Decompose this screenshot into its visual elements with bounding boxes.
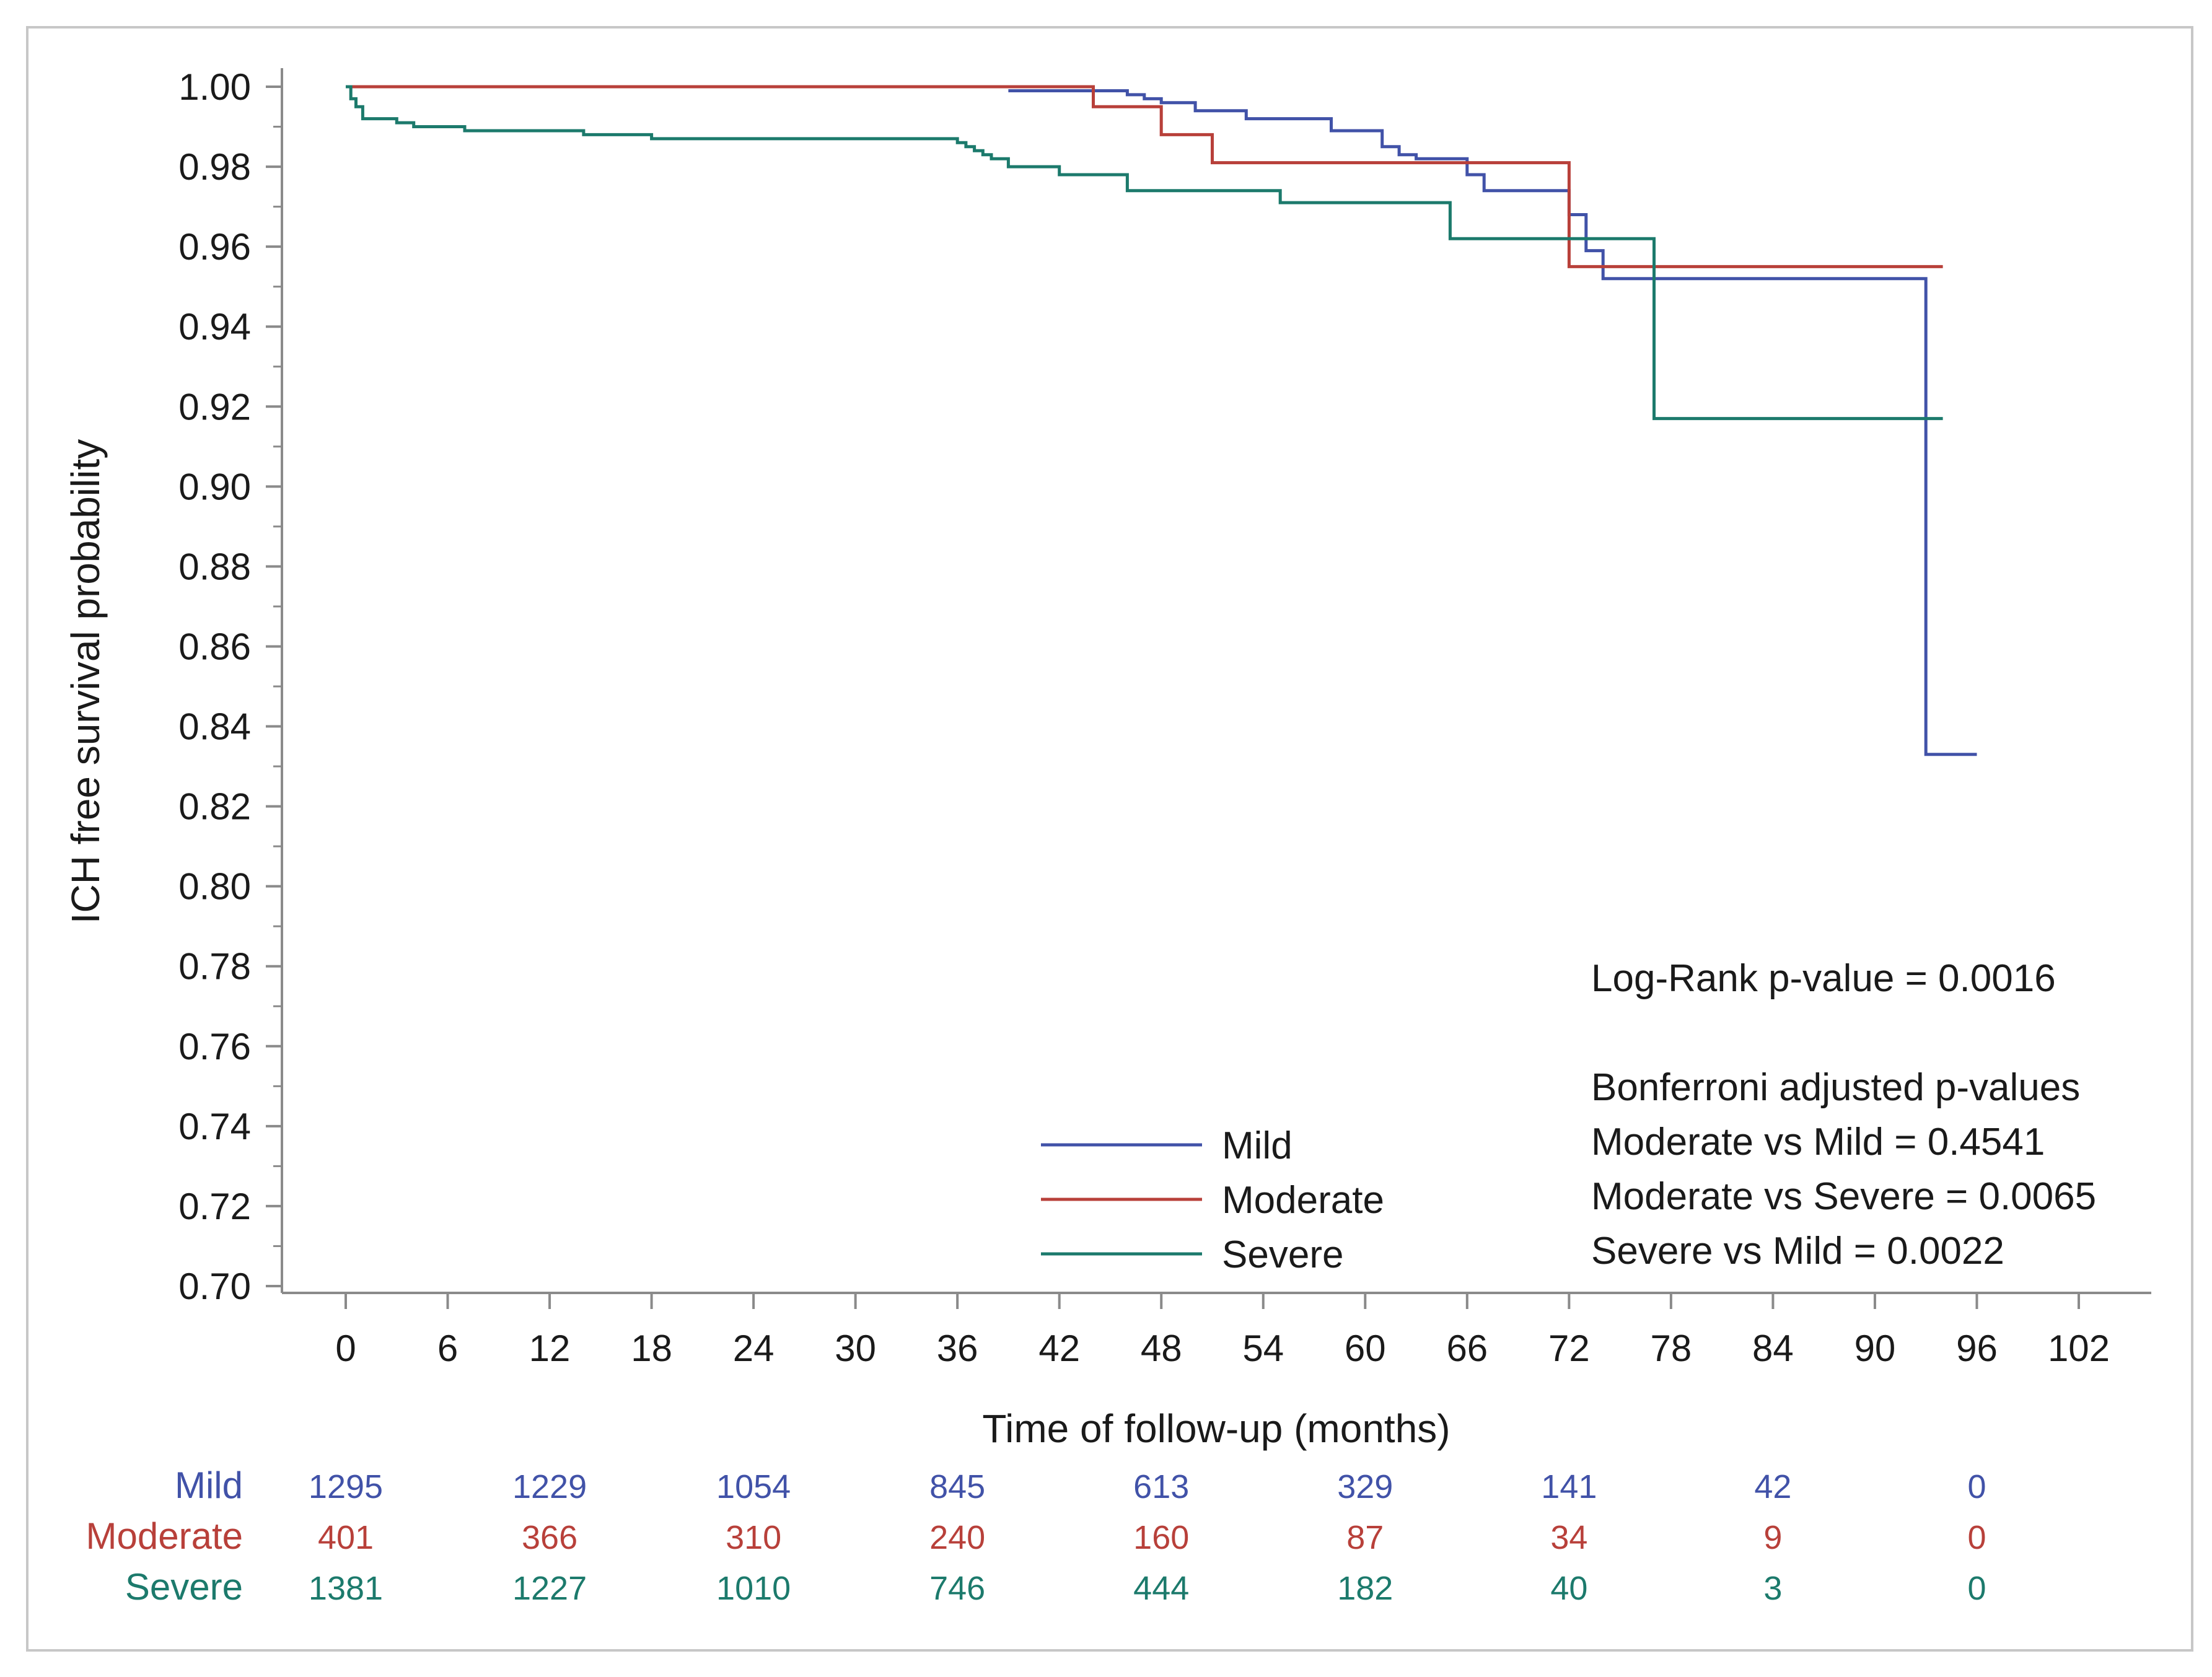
- x-tick-label: 60: [1345, 1328, 1386, 1369]
- x-tick-label: 36: [937, 1328, 978, 1369]
- x-tick-label: 42: [1038, 1328, 1080, 1369]
- x-tick-label: 72: [1548, 1328, 1590, 1369]
- x-tick-label: 6: [437, 1328, 458, 1369]
- x-tick-label: 84: [1752, 1328, 1794, 1369]
- at-risk-value: 1381: [309, 1570, 383, 1607]
- figure-frame: [26, 26, 2193, 1652]
- x-tick-label: 18: [631, 1328, 672, 1369]
- axes: [281, 68, 2151, 1294]
- y-tick-label: 0.76: [178, 1026, 251, 1067]
- at-risk-value: 329: [1337, 1468, 1393, 1505]
- at-risk-row-label: Severe: [125, 1566, 243, 1608]
- y-tick-label: 1.00: [178, 66, 251, 108]
- at-risk-value: 1295: [309, 1468, 383, 1505]
- curve-severe: [346, 85, 1943, 421]
- comparison-moderate-vs-mild: Moderate vs Mild = 0.4541: [1591, 1121, 2045, 1163]
- x-tick-label: 102: [2048, 1328, 2110, 1369]
- x-tick-label: 66: [1446, 1328, 1488, 1369]
- y-tick-label: 0.90: [178, 466, 251, 507]
- y-tick-label: 0.72: [178, 1186, 251, 1227]
- comparison-severe-vs-mild: Severe vs Mild = 0.0022: [1591, 1230, 2004, 1272]
- x-ticks: 0 6 12 18 24 30 36 42 48 54 60 66 72 78 84 90 96 102: [335, 1293, 2110, 1369]
- x-tick-label: 24: [733, 1328, 775, 1369]
- x-axis-label: Time of follow-up (months): [982, 1406, 1450, 1451]
- y-tick-label: 0.84: [178, 706, 251, 748]
- x-tick-label: 96: [1956, 1328, 1998, 1369]
- x-tick-label: 0: [335, 1328, 356, 1369]
- x-tick-label: 12: [529, 1328, 571, 1369]
- y-tick-label: 0.82: [178, 786, 251, 828]
- at-risk-value: 87: [1346, 1519, 1384, 1556]
- y-tick-label: 0.74: [178, 1106, 251, 1147]
- y-tick-label: 0.88: [178, 546, 251, 587]
- at-risk-value: 240: [929, 1519, 985, 1556]
- legend-label-severe: Severe: [1222, 1233, 1343, 1276]
- y-tick-label: 0.80: [178, 866, 251, 908]
- y-tick-label: 0.92: [178, 386, 251, 427]
- at-risk-value: 845: [929, 1468, 985, 1505]
- annotations: Log-Rank p-value = 0.0016 Bonferroni adj…: [1591, 957, 2096, 1272]
- at-risk-value: 42: [1754, 1468, 1791, 1505]
- y-tick-label: 0.94: [178, 306, 251, 348]
- at-risk-value: 34: [1550, 1519, 1587, 1556]
- at-risk-value: 40: [1550, 1570, 1587, 1607]
- legend-label-mild: Mild: [1222, 1124, 1293, 1167]
- at-risk-value: 746: [929, 1570, 985, 1607]
- logrank-pvalue: Log-Rank p-value = 0.0016: [1591, 957, 2056, 1000]
- at-risk-value: 9: [1763, 1519, 1782, 1556]
- legend: Mild Moderate Severe: [1041, 1124, 1384, 1276]
- at-risk-value: 182: [1337, 1570, 1393, 1607]
- x-tick-label: 48: [1141, 1328, 1182, 1369]
- at-risk-value: 444: [1133, 1570, 1189, 1607]
- curve-mild: [1008, 89, 1977, 756]
- at-risk-value: 0: [1967, 1570, 1986, 1607]
- x-tick-label: 90: [1854, 1328, 1896, 1369]
- y-tick-label: 0.86: [178, 626, 251, 667]
- x-tick-label: 54: [1242, 1328, 1284, 1369]
- at-risk-value: 366: [522, 1519, 577, 1556]
- at-risk-row-label: Mild: [175, 1465, 243, 1506]
- y-tick-label: 0.98: [178, 146, 251, 188]
- y-tick-label: 0.96: [178, 226, 251, 268]
- legend-label-moderate: Moderate: [1222, 1179, 1384, 1222]
- y-tick-label: 0.70: [178, 1266, 251, 1307]
- at-risk-value: 0: [1967, 1468, 1986, 1505]
- at-risk-value: 3: [1763, 1570, 1782, 1607]
- at-risk-value: 613: [1133, 1468, 1189, 1505]
- at-risk-value: 0: [1967, 1519, 1986, 1556]
- survival-curves: [346, 85, 1977, 756]
- at-risk-value: 401: [318, 1519, 374, 1556]
- at-risk-value: 1229: [512, 1468, 587, 1505]
- at-risk-value: 1054: [716, 1468, 791, 1505]
- comparison-moderate-vs-severe: Moderate vs Severe = 0.0065: [1591, 1175, 2096, 1218]
- at-risk-value: 1010: [716, 1570, 791, 1607]
- x-tick-label: 30: [835, 1328, 876, 1369]
- at-risk-row-label: Moderate: [86, 1515, 243, 1557]
- at-risk-value: 310: [726, 1519, 781, 1556]
- y-tick-label: 0.78: [178, 946, 251, 987]
- curve-moderate: [346, 85, 1943, 268]
- y-ticks: 0.70 0.72 0.74 0.76 0.78 0.80 0.82 0.84 0.86 0.88…: [178, 66, 282, 1307]
- at-risk-value: 1227: [512, 1570, 587, 1607]
- at-risk-value: 160: [1133, 1519, 1189, 1556]
- at-risk-table: Mild 1295 1229 1054 845 613 329 141 42 0 Moderate 4…: [86, 1465, 1986, 1608]
- y-axis-label: ICH free survival probability: [63, 439, 108, 924]
- x-tick-label: 78: [1651, 1328, 1692, 1369]
- bonferroni-title: Bonferroni adjusted p-values: [1591, 1066, 2080, 1109]
- at-risk-value: 141: [1541, 1468, 1597, 1505]
